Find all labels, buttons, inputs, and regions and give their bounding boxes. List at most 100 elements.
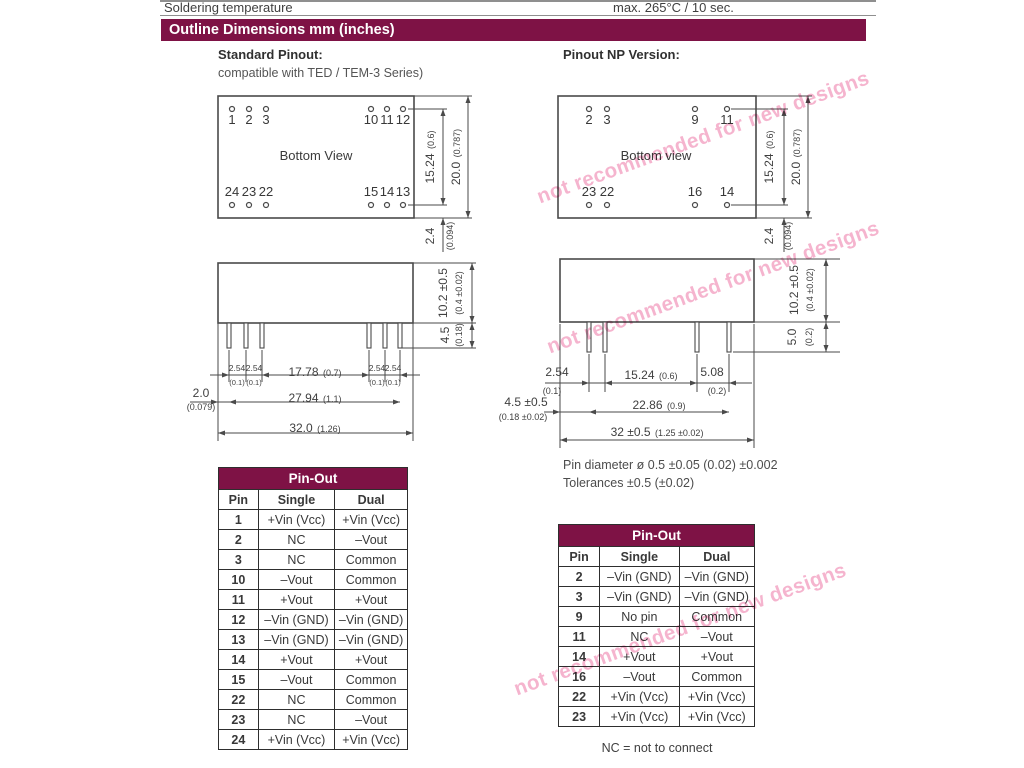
pinout-cell: 22: [218, 689, 259, 710]
pinout-table-np: Pin-Out Pin Single Dual 2 –Vin (GND) –Vin (GND…: [557, 524, 756, 727]
pinout-grid: Pin Single Dual 1 +Vin (Vcc) +Vin (Vcc) 2 NC –Vo…: [218, 489, 408, 750]
soldering-spec-value: max. 265°C / 10 sec.: [613, 0, 734, 15]
pinout-table-title: Pin-Out: [218, 467, 408, 489]
pinout-row: 16 –Vout Common: [557, 666, 756, 687]
dimension-label: 27.94 (1.1): [288, 391, 342, 405]
pinout-row: 14 +Vout +Vout: [218, 649, 408, 670]
dimension-label: 17.78 (0.7): [288, 365, 342, 379]
pinout-cell: +Vin (Vcc): [257, 509, 336, 530]
section-title-bar: Outline Dimensions mm (inches): [161, 19, 866, 41]
top-divider: [160, 0, 876, 2]
pinout-col-header: Single: [599, 546, 680, 567]
dimension-label: (0.1): [369, 378, 385, 387]
dimension-label: (0.4 ±0.02): [453, 271, 464, 315]
pin-number: 15: [363, 184, 379, 199]
pinout-cell: –Vin (GND): [257, 609, 336, 630]
pinout-cell: –Vin (GND): [678, 586, 756, 607]
pinout-row: 3 NC Common: [218, 549, 408, 570]
pinout-cell: 1: [218, 509, 259, 530]
dimension-label: (0.1): [385, 378, 401, 387]
dimension-label: 32 ±0.5 (1.25 ±0.02): [610, 425, 704, 439]
pinout-row: 13 –Vin (GND) –Vin (GND): [218, 629, 408, 650]
dimension-label: (0.2): [707, 386, 727, 396]
pinout-cell: +Vin (Vcc): [678, 706, 756, 727]
pinout-cell: +Vout: [257, 589, 336, 610]
pin-number: 23: [581, 184, 597, 199]
pinout-row: 22 NC Common: [218, 689, 408, 710]
pin-number: 22: [258, 184, 274, 199]
pin-number: 11: [720, 112, 734, 127]
pinout-row: 15 –Vout Common: [218, 669, 408, 690]
pinout-cell: +Vin (Vcc): [334, 729, 408, 750]
pinout-cell: +Vout: [678, 646, 756, 667]
pinout-col-header: Single: [257, 489, 336, 510]
pin-number: 3: [603, 112, 611, 127]
pin-number: 14: [719, 184, 735, 199]
pinout-cell: 3: [218, 549, 259, 570]
standard-pinout-heading: Standard Pinout:: [218, 47, 323, 62]
dimension-label: 5.0: [785, 328, 800, 346]
pinout-row: 24 +Vin (Vcc) +Vin (Vcc): [218, 729, 408, 750]
pinout-row: 9 No pin Common: [557, 606, 756, 627]
dimension-label: (0.1): [229, 378, 245, 387]
pinout-cell: Common: [334, 569, 408, 590]
pinout-row: 3 –Vin (GND) –Vin (GND): [557, 586, 756, 607]
pin-number: 1: [228, 112, 236, 127]
dimension-label: (0.18 ±0.02): [498, 412, 548, 422]
pinout-cell: NC: [257, 709, 336, 730]
pinout-cell: Common: [334, 549, 408, 570]
pinout-cell: 9: [557, 606, 601, 627]
pin-number: 11: [380, 112, 394, 127]
dimension-label: 10.2 ±0.5: [436, 268, 451, 318]
dimension-label: 15.24 (0.6): [624, 368, 678, 382]
pin-number: 22: [599, 184, 615, 199]
pinout-col-header: Pin: [218, 489, 259, 510]
pinout-col-header: Pin: [557, 546, 601, 567]
pinout-cell: 24: [218, 729, 259, 750]
pinout-cell: –Vout: [257, 669, 336, 690]
row-divider: [160, 15, 876, 16]
pinout-cell: +Vin (Vcc): [334, 509, 408, 530]
pinout-cell: Common: [334, 689, 408, 710]
dimension-label: 2.54: [368, 363, 386, 373]
pinout-cell: 11: [557, 626, 601, 647]
pin-number: 13: [395, 184, 411, 199]
pinout-cell: 23: [218, 709, 259, 730]
dimension-label: 5.08: [700, 365, 724, 379]
pin-number: 24: [224, 184, 240, 199]
dimension-label: 2.4: [423, 227, 438, 245]
pinout-cell: 14: [218, 649, 259, 670]
dimension-label: (0.094): [444, 221, 455, 251]
pinout-row: 2 –Vin (GND) –Vin (GND): [557, 566, 756, 587]
dimension-label: 2.54: [245, 363, 263, 373]
standard-pinout-subheading: compatible with TED / TEM-3 Series): [218, 66, 424, 80]
pinout-cell: +Vin (Vcc): [678, 686, 756, 707]
pinout-cell: –Vout: [334, 709, 408, 730]
pinout-cell: 11: [218, 589, 259, 610]
dimension-label: 2.0: [192, 386, 210, 400]
pinout-cell: +Vin (Vcc): [599, 706, 680, 727]
pinout-cell: 23: [557, 706, 601, 727]
pinout-header-row: Pin Single Dual: [557, 546, 756, 567]
section-title: Outline Dimensions mm (inches): [169, 22, 395, 38]
pinout-cell: +Vout: [257, 649, 336, 670]
pin-number: 16: [687, 184, 703, 199]
dimension-label: 22.86 (0.9): [632, 398, 686, 412]
pinout-cell: 22: [557, 686, 601, 707]
pinout-row: 23 +Vin (Vcc) +Vin (Vcc): [557, 706, 756, 727]
pinout-cell: NC: [257, 689, 336, 710]
dimension-label: (0.18): [453, 323, 464, 347]
pinout-cell: Common: [334, 669, 408, 690]
dimension-label: (0.1): [542, 386, 562, 396]
dimension-label: 2.4: [762, 227, 777, 245]
pinout-cell: –Vin (GND): [599, 586, 680, 607]
dimension-label: (0.079): [186, 402, 216, 412]
pinout-cell: +Vin (Vcc): [599, 686, 680, 707]
pinout-cell: –Vin (GND): [334, 629, 408, 650]
pinout-row: 12 –Vin (GND) –Vin (GND): [218, 609, 408, 630]
pinout-cell: 15: [218, 669, 259, 690]
pin-number: 3: [262, 112, 270, 127]
pinout-col-header: Dual: [678, 546, 756, 567]
